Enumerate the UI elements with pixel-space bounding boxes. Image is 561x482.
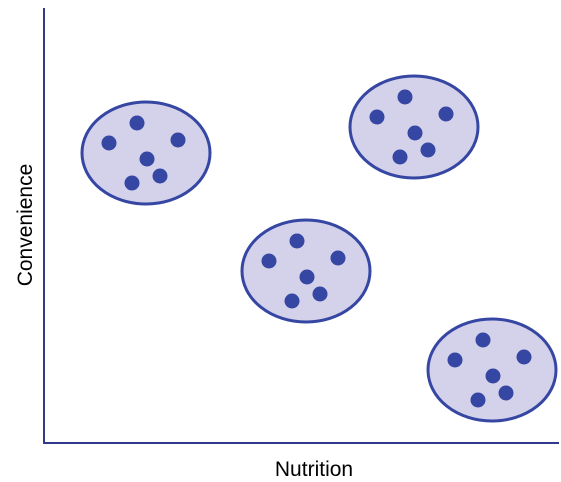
y-axis-label: Convenience — [14, 164, 37, 287]
cluster-dot — [485, 368, 501, 384]
cluster-dot — [369, 109, 385, 125]
cluster-dot — [139, 151, 155, 167]
cluster-dot — [392, 149, 408, 165]
cluster-dot — [101, 135, 117, 151]
cluster-dot — [312, 286, 328, 302]
cluster-dot — [397, 89, 413, 105]
cluster-dot — [475, 332, 491, 348]
cluster-top-right — [348, 74, 480, 180]
cluster-dot — [129, 115, 145, 131]
cluster-dot — [330, 250, 346, 266]
cluster-dot — [124, 175, 140, 191]
cluster-dot — [299, 269, 315, 285]
cluster-center — [240, 218, 372, 324]
cluster-dot — [516, 349, 532, 365]
cluster-dot — [447, 352, 463, 368]
cluster-dot — [284, 293, 300, 309]
cluster-dot — [420, 142, 436, 158]
cluster-bottom-right — [426, 317, 558, 423]
cluster-dot — [289, 233, 305, 249]
cluster-dot — [498, 385, 514, 401]
cluster-dot — [438, 106, 454, 122]
cluster-dot — [170, 132, 186, 148]
cluster-dot — [407, 125, 423, 141]
cluster-dot — [470, 392, 486, 408]
x-axis-label: Nutrition — [275, 458, 353, 481]
clusters-layer — [80, 74, 558, 423]
cluster-dot — [261, 253, 277, 269]
cluster-dot — [152, 168, 168, 184]
cluster-top-left — [80, 100, 212, 206]
